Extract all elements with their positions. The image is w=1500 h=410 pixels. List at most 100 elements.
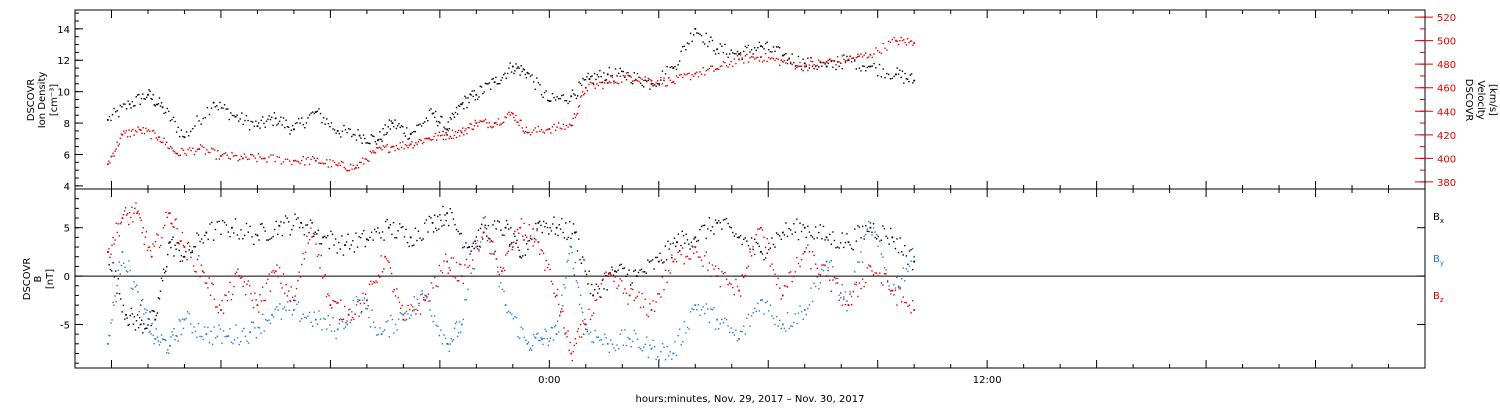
data-point	[904, 280, 906, 282]
data-point	[158, 344, 161, 346]
data-point	[785, 222, 787, 224]
data-point	[116, 141, 118, 143]
data-point	[583, 259, 585, 261]
data-point	[869, 265, 872, 268]
data-point	[700, 259, 703, 262]
data-point	[893, 37, 895, 39]
data-point	[147, 246, 150, 249]
data-point	[163, 338, 166, 341]
data-point	[347, 170, 349, 172]
data-point	[447, 272, 449, 274]
data-point	[642, 86, 645, 88]
data-point	[184, 152, 186, 155]
data-point	[299, 276, 302, 278]
top-left-ylabel-line2: Ion Density	[37, 72, 48, 129]
data-point	[316, 323, 319, 325]
data-point	[210, 147, 213, 150]
data-point	[743, 50, 745, 53]
data-point	[810, 57, 812, 59]
data-point	[819, 282, 822, 284]
data-point	[177, 340, 179, 342]
right-y-tick-label: 480	[1437, 60, 1456, 71]
data-point	[524, 254, 527, 256]
data-point	[761, 46, 764, 48]
data-point	[708, 262, 711, 264]
data-point	[476, 240, 479, 242]
data-point	[617, 83, 620, 85]
data-point	[229, 158, 232, 160]
data-point	[479, 241, 482, 243]
data-point	[291, 163, 293, 166]
data-point	[869, 65, 872, 68]
data-point	[727, 56, 729, 59]
data-point	[330, 330, 333, 332]
data-point	[113, 276, 116, 278]
data-point	[799, 65, 801, 68]
data-point	[573, 113, 576, 115]
data-point	[318, 162, 320, 164]
data-point	[628, 75, 631, 77]
data-point	[542, 220, 545, 223]
data-point	[402, 318, 405, 321]
data-point	[343, 166, 345, 169]
data-point	[391, 233, 393, 236]
data-point	[124, 318, 126, 320]
data-point	[168, 147, 171, 150]
data-point	[627, 303, 629, 305]
data-point	[161, 280, 164, 282]
data-point	[818, 231, 820, 234]
data-point	[522, 68, 524, 70]
data-point	[460, 323, 463, 326]
data-point	[420, 139, 422, 142]
data-point	[567, 126, 569, 128]
data-point	[682, 340, 684, 343]
data-point	[355, 296, 358, 298]
data-point	[308, 163, 311, 166]
data-point	[108, 160, 110, 162]
data-point	[821, 238, 823, 240]
data-point	[747, 265, 750, 268]
data-point	[297, 161, 300, 163]
data-point	[108, 334, 110, 337]
data-point	[199, 240, 201, 243]
data-point	[507, 250, 510, 252]
data-point	[544, 328, 546, 331]
data-point	[621, 81, 623, 83]
data-point	[617, 72, 620, 75]
data-point	[680, 50, 682, 52]
data-point	[351, 311, 353, 313]
data-point	[378, 138, 380, 141]
data-point	[632, 80, 634, 82]
data-point	[824, 63, 826, 65]
data-point	[312, 232, 315, 235]
data-point	[267, 118, 269, 120]
data-point	[367, 305, 369, 307]
data-point	[699, 33, 701, 36]
data-point	[386, 218, 388, 221]
data-point	[410, 304, 412, 306]
data-point	[196, 115, 198, 117]
data-point	[381, 271, 384, 273]
data-point	[669, 351, 671, 353]
data-point	[797, 312, 800, 314]
data-point	[138, 316, 141, 319]
data-point	[227, 335, 230, 337]
data-point	[138, 310, 141, 313]
data-point	[438, 131, 441, 133]
data-point	[161, 106, 164, 109]
data-point	[176, 227, 178, 230]
data-point	[374, 326, 376, 329]
data-point	[517, 336, 519, 338]
data-point	[689, 248, 691, 250]
data-point	[432, 231, 435, 233]
data-point	[561, 128, 563, 130]
data-point	[379, 327, 381, 329]
data-point	[818, 288, 820, 290]
data-point	[796, 322, 798, 325]
data-point	[495, 121, 497, 124]
data-point	[516, 121, 518, 123]
data-point	[212, 239, 215, 241]
data-point	[542, 252, 545, 255]
data-point	[603, 72, 605, 74]
data-point	[714, 53, 717, 55]
